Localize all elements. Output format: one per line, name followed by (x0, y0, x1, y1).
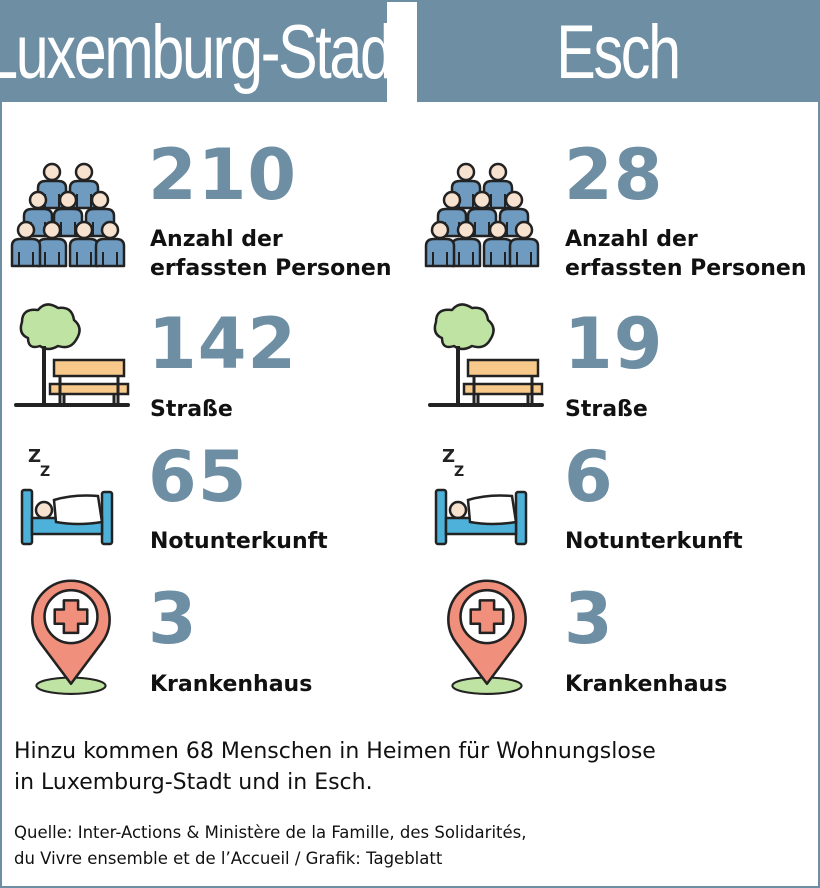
sleeping-bed-icon (18, 444, 118, 548)
stat-value: 6 (564, 436, 614, 518)
stat-value: 210 (148, 134, 298, 216)
people-group-icon (22, 152, 132, 282)
stat-value: 3 (564, 578, 614, 660)
sleeping-bed-icon (432, 444, 532, 548)
stat-value: 3 (148, 578, 198, 660)
header-title: Esch (556, 9, 681, 95)
stat-label: Straße (565, 397, 648, 422)
stat-value: 28 (564, 134, 664, 216)
stat-label: Straße (150, 397, 233, 422)
stat-value: 19 (564, 303, 664, 385)
stat-value: 142 (148, 303, 298, 385)
park-bench-icon (14, 302, 134, 414)
header-title: Luxemburg-Stadt (0, 9, 407, 95)
stat-value: 65 (148, 436, 248, 518)
stat-label: Krankenhaus (565, 672, 728, 697)
header-luxemburg-stadt: Luxemburg-Stadt (0, 2, 407, 102)
stat-label: Notunterkunft (150, 529, 328, 554)
footnote: Hinzu kommen 68 Menschen in Heimen für W… (14, 739, 656, 795)
stat-label: Anzahl der erfassten Personen (565, 227, 807, 281)
stat-label: Krankenhaus (150, 672, 313, 697)
stat-label: Notunterkunft (565, 529, 743, 554)
stat-label: Anzahl der erfassten Personen (150, 227, 392, 281)
park-bench-icon (428, 302, 548, 414)
people-group-icon (436, 152, 546, 282)
hospital-pin-icon (442, 578, 534, 698)
hospital-pin-icon (26, 578, 118, 698)
source-credit: Quelle: Inter-Actions & Ministère de la … (14, 823, 527, 868)
header-esch: Esch (417, 2, 818, 102)
